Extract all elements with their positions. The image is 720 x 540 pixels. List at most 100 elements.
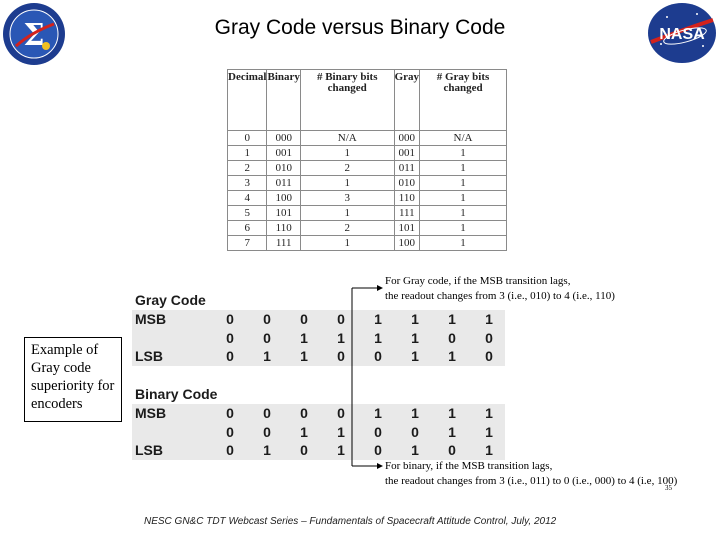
table-cell: 2 [299, 220, 395, 236]
table-cell: 3 [299, 190, 395, 206]
table-row: 5 101 1 111 1 [226, 205, 507, 221]
binary-bit-cell: 0 [300, 442, 308, 458]
gray-bit-cell: 1 [411, 330, 419, 346]
table-cell: 000 [393, 130, 421, 146]
gray-bit-cell: 0 [448, 330, 456, 346]
binary-note-line-1: For binary, if the MSB transition lags, [385, 460, 553, 472]
binary-bit-cell: 0 [300, 405, 308, 421]
table-cell: 0 [226, 130, 268, 146]
table-row: 0 000 N/A 000 N/A [226, 130, 507, 146]
table-cell: 100 [393, 235, 421, 251]
table-cell: 4 [226, 190, 268, 206]
nasa-wordmark: NASA [659, 26, 705, 43]
gray-bit-cell: 1 [485, 311, 493, 327]
table-cell: 6 [226, 220, 268, 236]
gray-bit-cell: 1 [337, 330, 345, 346]
table-cell: 000 [266, 130, 301, 146]
table-row: 2 010 2 011 1 [226, 160, 507, 176]
binary-code-note: For binary, if the MSB transition lags, … [385, 459, 677, 489]
binary-bit-cell: 0 [263, 424, 271, 440]
binary-msb-label: MSB [135, 405, 167, 421]
table-header-cell: # Binary bits changed [299, 69, 395, 131]
table-row: 7 111 1 100 1 [226, 235, 507, 251]
table-row: 6 110 2 101 1 [226, 220, 507, 236]
binary-bit-cell: 1 [485, 424, 493, 440]
gray-bit-cell: 0 [485, 330, 493, 346]
binary-bit-cell: 0 [337, 405, 345, 421]
gray-binary-table: Decimal Binary # Binary bits changed Gray # … [226, 69, 507, 251]
binary-bit-cell: 1 [374, 405, 382, 421]
table-header-row: Decimal Binary # Binary bits changed Gray # … [226, 69, 507, 131]
table-cell: 1 [299, 145, 395, 161]
table-cell: 1 [419, 205, 507, 221]
binary-bit-cell: 1 [337, 442, 345, 458]
gray-msb-label: MSB [135, 311, 167, 327]
table-cell: 1 [299, 205, 395, 221]
gray-bit-cell: 0 [374, 348, 382, 364]
binary-bit-cell: 1 [448, 424, 456, 440]
table-cell: 111 [266, 235, 301, 251]
binary-bit-cell: 0 [226, 424, 234, 440]
table-cell: 1 [419, 175, 507, 191]
gray-bit-cell: 1 [448, 311, 456, 327]
binary-bit-cell: 1 [300, 424, 308, 440]
table-cell: 1 [419, 160, 507, 176]
gray-bit-cell: 1 [411, 311, 419, 327]
gray-bit-cell: 1 [300, 330, 308, 346]
table-header-cell: Binary [266, 69, 301, 131]
gray-bit-cell: 0 [263, 330, 271, 346]
table-cell: 110 [266, 220, 301, 236]
binary-note-line-2: the readout changes from 3 (i.e., 011) t… [385, 475, 678, 487]
gray-bit-cell: 0 [263, 311, 271, 327]
table-cell: 1 [299, 175, 395, 191]
footer-text: NESC GN&C TDT Webcast Series – Fundament… [144, 516, 557, 527]
table-cell: 2 [299, 160, 395, 176]
binary-bit-cell: 1 [485, 442, 493, 458]
gray-code-heading: Gray Code [135, 292, 206, 308]
table-cell: 1 [419, 145, 507, 161]
table-row: 1 001 1 001 1 [226, 145, 507, 161]
table-cell: 7 [226, 235, 268, 251]
svg-text:Σ: Σ [23, 18, 44, 53]
gray-bit-cell: 0 [226, 311, 234, 327]
table-cell: N/A [299, 130, 395, 146]
binary-bit-cell: 0 [448, 442, 456, 458]
gray-bit-cell: 0 [337, 348, 345, 364]
page-number: 35 [665, 484, 672, 492]
binary-bit-cell: 0 [374, 442, 382, 458]
binary-bit-cell: 1 [263, 442, 271, 458]
table-cell: 101 [266, 205, 301, 221]
binary-bit-cell: 1 [411, 442, 419, 458]
table-cell: 100 [266, 190, 301, 206]
nesc-logo: Σ [3, 3, 65, 65]
binary-bit-cell: 0 [226, 405, 234, 421]
table-header-cell: # Gray bits changed [419, 69, 507, 131]
binary-bit-cell: 1 [337, 424, 345, 440]
binary-bit-cell: 0 [263, 405, 271, 421]
gray-note-line-1: For Gray code, if the MSB transition lag… [385, 275, 571, 287]
table-cell: 1 [419, 190, 507, 206]
binary-bit-cell: 0 [374, 424, 382, 440]
encoder-example-box: Example of Gray code superiority for enc… [24, 337, 122, 422]
nasa-logo: NASA [648, 3, 716, 63]
gray-bit-cell: 1 [374, 311, 382, 327]
table-cell: 1 [226, 145, 268, 161]
table-cell: 011 [393, 160, 421, 176]
slide-title: Gray Code versus Binary Code [214, 16, 506, 39]
gray-bit-cell: 1 [300, 348, 308, 364]
gray-note-line-2: the readout changes from 3 (i.e., 010) t… [385, 290, 615, 302]
gray-bit-cell: 1 [263, 348, 271, 364]
gray-bit-cell: 0 [485, 348, 493, 364]
gray-lsb-label: LSB [135, 348, 163, 364]
binary-bit-cell: 1 [485, 405, 493, 421]
gray-bit-cell: 0 [226, 330, 234, 346]
table-row: 3 011 1 010 1 [226, 175, 507, 191]
binary-lsb-label: LSB [135, 442, 163, 458]
table-cell: 111 [393, 205, 421, 221]
gray-bit-cell: 1 [374, 330, 382, 346]
table-cell: 3 [226, 175, 268, 191]
table-cell: 110 [393, 190, 421, 206]
table-cell: 101 [393, 220, 421, 236]
table-cell: 5 [226, 205, 268, 221]
table-cell: 001 [393, 145, 421, 161]
